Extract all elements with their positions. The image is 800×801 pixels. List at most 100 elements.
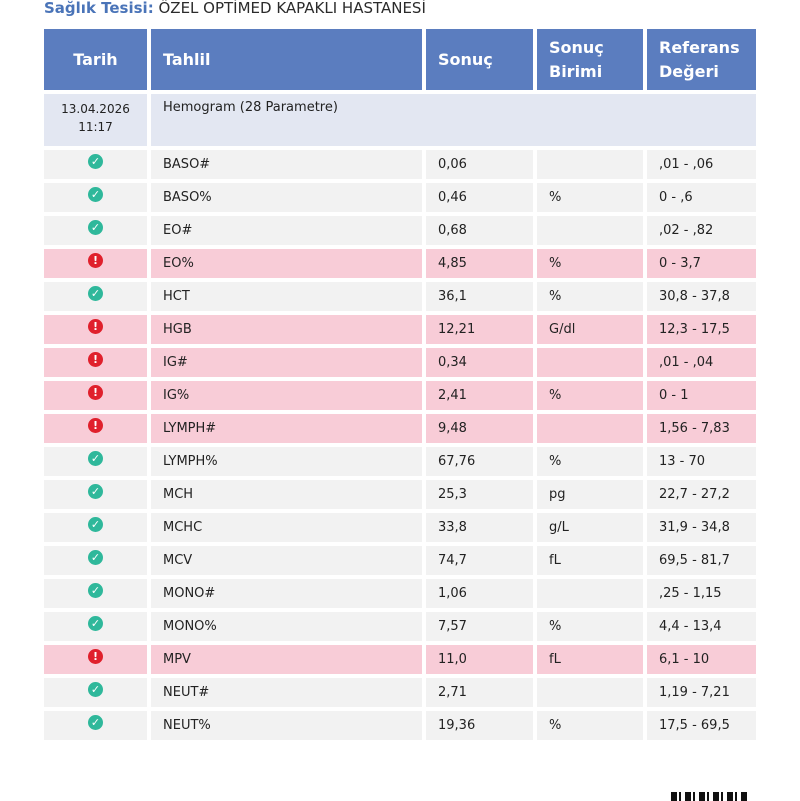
status-cell: ✓ xyxy=(44,711,147,740)
header-reference: Referans Değeri xyxy=(647,29,756,90)
reference-range: 4,4 - 13,4 xyxy=(647,612,756,641)
result-unit: pg xyxy=(537,480,643,509)
result-value: 7,57 xyxy=(426,612,533,641)
test-name: MONO# xyxy=(151,579,422,608)
reference-range: 17,5 - 69,5 xyxy=(647,711,756,740)
exclamation-circle-icon: ! xyxy=(88,385,103,400)
check-circle-icon: ✓ xyxy=(88,616,103,631)
result-unit: % xyxy=(537,711,643,740)
test-name: EO% xyxy=(151,249,422,278)
result-unit: % xyxy=(537,381,643,410)
status-cell: ✓ xyxy=(44,678,147,707)
result-value: 2,41 xyxy=(426,381,533,410)
test-name: IG# xyxy=(151,348,422,377)
result-value: 0,46 xyxy=(426,183,533,212)
test-name: MCH xyxy=(151,480,422,509)
result-value: 25,3 xyxy=(426,480,533,509)
result-unit: % xyxy=(537,447,643,476)
status-cell: ✓ xyxy=(44,447,147,476)
status-cell: ! xyxy=(44,315,147,344)
reference-range: 31,9 - 34,8 xyxy=(647,513,756,542)
check-circle-icon: ✓ xyxy=(88,550,103,565)
result-unit: % xyxy=(537,282,643,311)
status-cell: ✓ xyxy=(44,579,147,608)
reference-range: 0 - 1 xyxy=(647,381,756,410)
check-circle-icon: ✓ xyxy=(88,583,103,598)
check-circle-icon: ✓ xyxy=(88,715,103,730)
exclamation-circle-icon: ! xyxy=(88,319,103,334)
result-value: 11,0 xyxy=(426,645,533,674)
result-value: 67,76 xyxy=(426,447,533,476)
facility-line: Sağlık Tesisi: ÖZEL OPTİMED KAPAKLI HAST… xyxy=(44,0,426,17)
group-name: Hemogram (28 Parametre) xyxy=(151,94,756,146)
result-unit xyxy=(537,414,643,443)
test-name: MPV xyxy=(151,645,422,674)
header-test: Tahlil xyxy=(151,29,422,90)
status-cell: ! xyxy=(44,249,147,278)
test-name: HCT xyxy=(151,282,422,311)
result-value: 36,1 xyxy=(426,282,533,311)
result-value: 9,48 xyxy=(426,414,533,443)
reference-range: 1,19 - 7,21 xyxy=(647,678,756,707)
status-cell: ! xyxy=(44,414,147,443)
reference-range: 6,1 - 10 xyxy=(647,645,756,674)
test-name: BASO% xyxy=(151,183,422,212)
test-name: LYMPH# xyxy=(151,414,422,443)
test-name: MONO% xyxy=(151,612,422,641)
result-unit xyxy=(537,579,643,608)
status-cell: ! xyxy=(44,381,147,410)
reference-range: 30,8 - 37,8 xyxy=(647,282,756,311)
status-cell: ✓ xyxy=(44,216,147,245)
status-cell: ✓ xyxy=(44,546,147,575)
exclamation-circle-icon: ! xyxy=(88,649,103,664)
facility-name: ÖZEL OPTİMED KAPAKLI HASTANESİ xyxy=(158,0,426,17)
result-unit: % xyxy=(537,183,643,212)
reference-range: ,25 - 1,15 xyxy=(647,579,756,608)
result-value: 19,36 xyxy=(426,711,533,740)
result-unit xyxy=(537,150,643,179)
qr-code-fragment xyxy=(671,792,749,801)
check-circle-icon: ✓ xyxy=(88,682,103,697)
result-value: 33,8 xyxy=(426,513,533,542)
reference-range: ,02 - ,82 xyxy=(647,216,756,245)
test-name: EO# xyxy=(151,216,422,245)
result-unit: g/L xyxy=(537,513,643,542)
result-unit: % xyxy=(537,612,643,641)
result-unit: fL xyxy=(537,546,643,575)
group-date-cell: 13.04.2026 11:17 xyxy=(44,94,147,146)
test-name: IG% xyxy=(151,381,422,410)
result-unit xyxy=(537,678,643,707)
exclamation-circle-icon: ! xyxy=(88,418,103,433)
status-cell: ✓ xyxy=(44,513,147,542)
test-name: MCHC xyxy=(151,513,422,542)
result-unit xyxy=(537,216,643,245)
result-value: 2,71 xyxy=(426,678,533,707)
test-name: BASO# xyxy=(151,150,422,179)
reference-range: ,01 - ,06 xyxy=(647,150,756,179)
test-name: LYMPH% xyxy=(151,447,422,476)
status-cell: ! xyxy=(44,645,147,674)
test-name: NEUT% xyxy=(151,711,422,740)
result-unit xyxy=(537,348,643,377)
status-cell: ✓ xyxy=(44,183,147,212)
check-circle-icon: ✓ xyxy=(88,451,103,466)
reference-range: 12,3 - 17,5 xyxy=(647,315,756,344)
result-unit: G/dl xyxy=(537,315,643,344)
results-table: Tarih Tahlil Sonuç Sonuç Birimi Referans… xyxy=(44,29,756,744)
exclamation-circle-icon: ! xyxy=(88,352,103,367)
header-date: Tarih xyxy=(44,29,147,90)
check-circle-icon: ✓ xyxy=(88,220,103,235)
check-circle-icon: ✓ xyxy=(88,187,103,202)
result-value: 0,68 xyxy=(426,216,533,245)
status-cell: ✓ xyxy=(44,150,147,179)
result-value: 74,7 xyxy=(426,546,533,575)
result-unit: % xyxy=(537,249,643,278)
status-cell: ✓ xyxy=(44,282,147,311)
check-circle-icon: ✓ xyxy=(88,484,103,499)
status-cell: ✓ xyxy=(44,612,147,641)
test-name: MCV xyxy=(151,546,422,575)
test-name: NEUT# xyxy=(151,678,422,707)
result-value: 1,06 xyxy=(426,579,533,608)
check-circle-icon: ✓ xyxy=(88,154,103,169)
exclamation-circle-icon: ! xyxy=(88,253,103,268)
